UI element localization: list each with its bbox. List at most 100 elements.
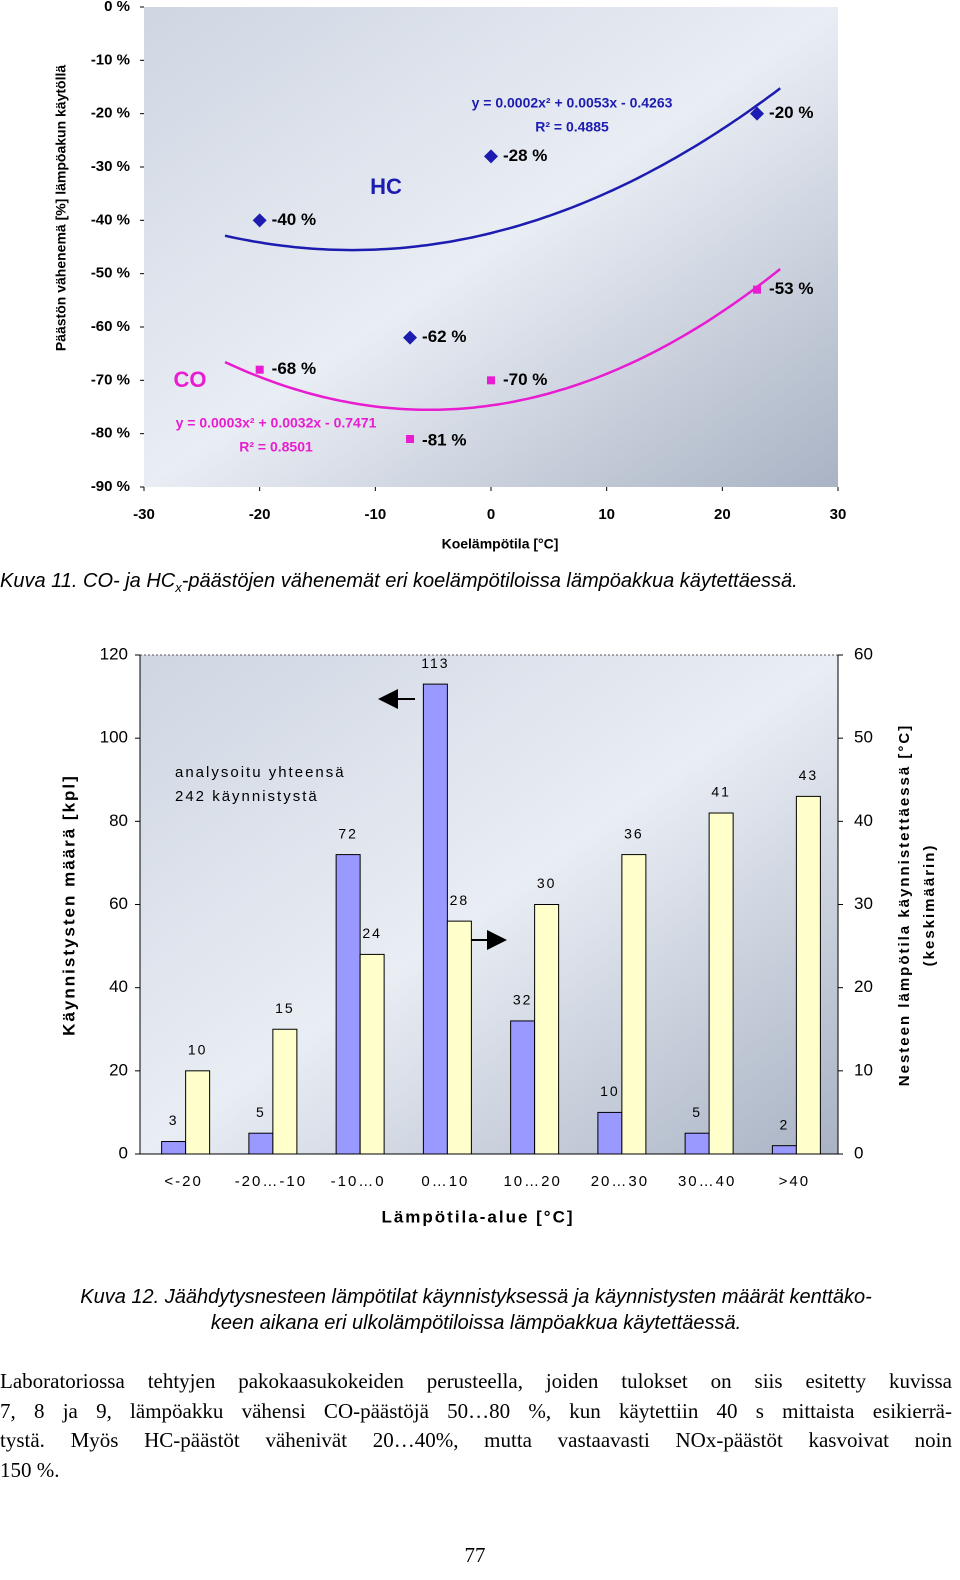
x-tick-label: 10 (598, 506, 615, 523)
body-text: Laboratoriossa tehtyjen pakokaasukokeide… (0, 1367, 952, 1485)
data-label: -68 % (272, 359, 316, 378)
data-label: 3 (169, 1112, 179, 1128)
y-tick-label: -10 % (91, 51, 130, 68)
trend-equation: y = 0.0002x² + 0.0053x - 0.4263 (472, 95, 673, 111)
bar (335, 854, 361, 1155)
data-label: 5 (692, 1104, 702, 1120)
data-label: -62 % (422, 327, 466, 346)
bar (708, 812, 734, 1155)
x-tick-label: 10…20 (503, 1173, 561, 1190)
point (403, 330, 418, 345)
y-tick-label: -60 % (91, 318, 130, 335)
bar (771, 1145, 797, 1155)
data-label: 43 (799, 767, 819, 783)
bar (359, 953, 385, 1155)
bar (422, 683, 448, 1155)
x-tick-label: 0…10 (421, 1173, 469, 1190)
text-line: 150 %. (0, 1457, 60, 1482)
x-tick-label: -20 (249, 506, 271, 523)
y2-tick-label: 60 (854, 644, 873, 663)
series-label: CO (174, 367, 207, 392)
data-label: -28 % (503, 146, 547, 165)
y-tick-label: -80 % (91, 425, 130, 442)
y-tick-label: 60 (109, 894, 128, 913)
y2-tick-label: 30 (854, 894, 873, 913)
y-tick-label: 0 (119, 1143, 128, 1162)
trend-r-squared: R² = 0.8501 (239, 439, 313, 455)
data-label: 72 (338, 825, 358, 841)
x-axis-title: Koelämpötila [°C] (442, 536, 559, 552)
y-axis-title: Käynnistysten määrä [kpl] (59, 774, 78, 1036)
y-tick-label: 40 (109, 977, 128, 996)
text-line: Laboratoriossa tehtyjen pakokaasukokeide… (0, 1369, 952, 1393)
y2-tick-label: 10 (854, 1060, 873, 1079)
bar (534, 904, 560, 1155)
text-line: tystä. Myös HC-päästöt vähenivät 20…40%,… (0, 1428, 952, 1452)
data-label: 2 (779, 1116, 789, 1132)
x-tick-label: -10…0 (331, 1173, 386, 1190)
trend-equation: y = 0.0003x² + 0.0032x - 0.7471 (176, 415, 377, 431)
x-tick-label: -30 (133, 506, 155, 523)
y-tick-label: -20 % (91, 105, 130, 122)
point (753, 285, 762, 294)
text-line: 7, 8 ja 9, lämpöakku vähensi CO-päästöjä… (0, 1398, 952, 1423)
data-label: -70 % (503, 370, 547, 389)
data-label: 113 (421, 655, 449, 671)
data-label: 32 (513, 992, 533, 1008)
data-label: -53 % (769, 279, 813, 298)
y-tick-label: -30 % (91, 158, 130, 175)
data-label: -20 % (769, 103, 813, 122)
y-tick-label: -40 % (91, 211, 130, 228)
data-label: -40 % (272, 210, 316, 229)
x-tick-label: 20 (714, 506, 731, 523)
y2-axis-title: (keskimäärin) (921, 844, 938, 967)
y2-tick-label: 0 (854, 1143, 863, 1162)
bar (161, 1141, 187, 1155)
photo-background (144, 7, 838, 487)
data-label: 10 (600, 1083, 620, 1099)
x-tick-label: <-20 (164, 1173, 202, 1190)
bar (272, 1028, 298, 1155)
caption-text: -päästöjen vähenemät eri koelämpötiloiss… (181, 570, 798, 592)
trendline (224, 268, 781, 412)
data-label: 36 (624, 825, 644, 841)
bar (621, 854, 647, 1155)
point (406, 435, 415, 443)
y-tick-label: 80 (109, 811, 128, 830)
caption-line: Kuva 12. Jäähdytysnesteen lämpötilat käy… (80, 1286, 872, 1308)
bar (795, 795, 821, 1155)
y-tick-label: -50 % (91, 265, 130, 282)
y-tick-label: -90 % (91, 478, 130, 495)
caption: Kuva 11. CO- ja HCx-päästöjen vähenemät … (0, 570, 798, 595)
point (252, 213, 267, 228)
data-label: 30 (537, 875, 557, 891)
data-label: 24 (362, 925, 382, 941)
x-tick-label: 30…40 (678, 1173, 736, 1190)
bar (248, 1132, 274, 1155)
data-label: -81 % (422, 430, 466, 449)
y2-tick-label: 50 (854, 728, 873, 747)
x-tick-label: 30 (830, 506, 847, 523)
caption-subscript: x (175, 580, 182, 595)
bar (446, 920, 472, 1155)
trendline (224, 87, 781, 252)
x-tick-label: 20…30 (591, 1173, 649, 1190)
point (484, 149, 498, 164)
x-tick-label: -20…-10 (235, 1173, 307, 1190)
data-label: 10 (188, 1042, 208, 1058)
data-label: 15 (275, 1000, 295, 1016)
x-axis-title: Lämpötila-alue [°C] (381, 1207, 574, 1226)
annotation: analysoitu yhteensä (175, 764, 346, 781)
bar (684, 1132, 710, 1155)
y-tick-label: 120 (100, 644, 128, 663)
page-number: 77 (464, 1543, 486, 1567)
bar (185, 1070, 211, 1155)
data-label: 41 (711, 784, 731, 800)
y2-axis-title: Nesteen lämpötila käynnistettäessä [°C] (896, 724, 913, 1086)
point (750, 106, 765, 121)
x-tick-label: 0 (487, 506, 495, 523)
point (255, 365, 264, 374)
y-tick-label: -70 % (91, 371, 130, 388)
